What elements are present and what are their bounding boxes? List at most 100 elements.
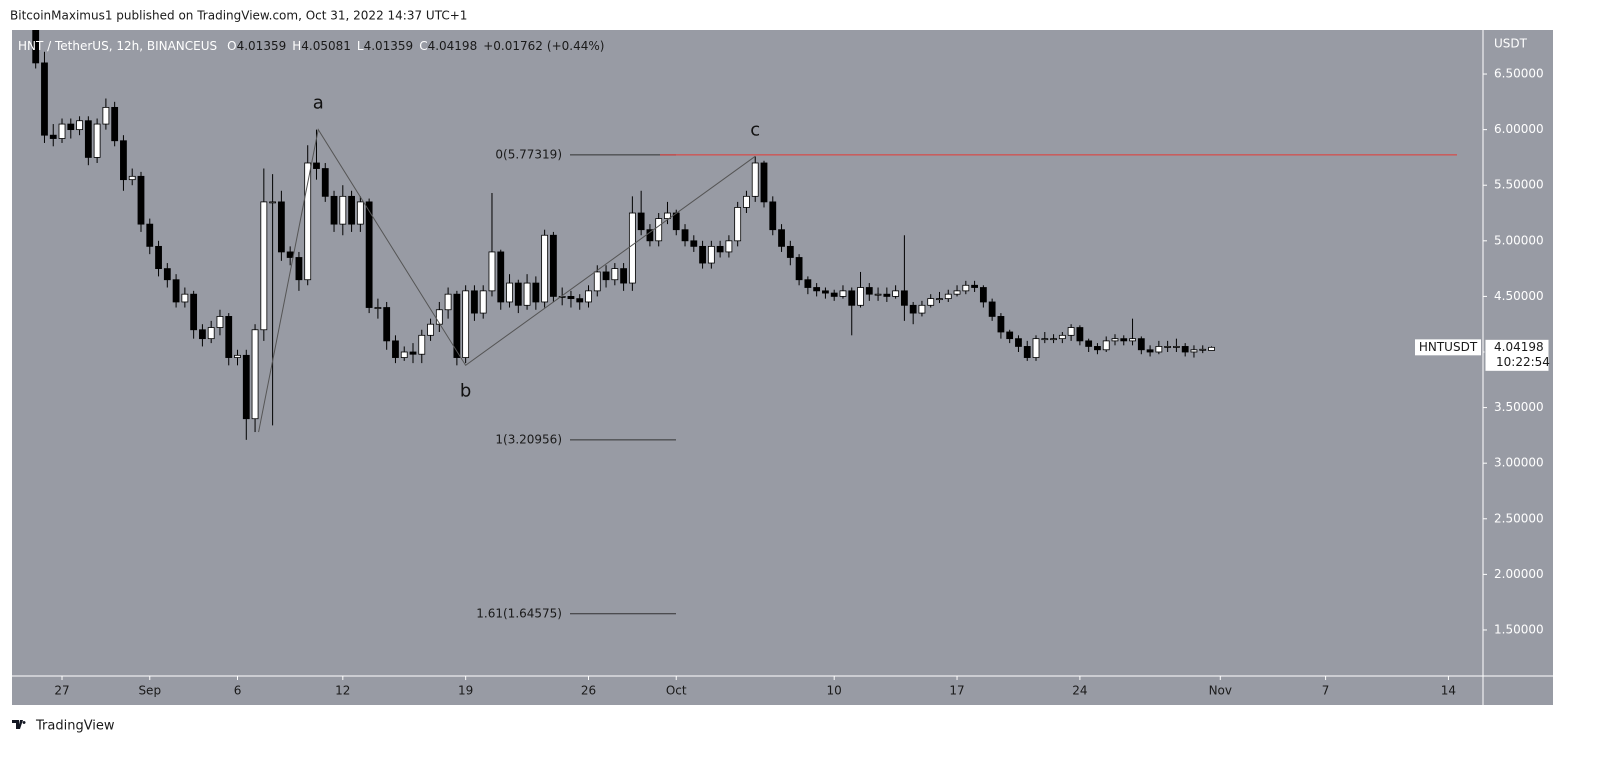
candle-body xyxy=(716,245,724,253)
candle-body xyxy=(1041,338,1049,341)
candle-body xyxy=(67,123,75,131)
candle-body xyxy=(979,287,987,303)
candle-body xyxy=(1023,346,1031,358)
candle-body xyxy=(743,195,750,208)
candle-body xyxy=(892,290,900,297)
candle-body xyxy=(365,201,373,308)
wave-label: c xyxy=(750,119,760,140)
candle-body xyxy=(506,282,513,303)
candle-body xyxy=(128,175,136,181)
candle-body xyxy=(479,290,487,314)
candle-body xyxy=(778,229,785,247)
countdown: 10:22:54 xyxy=(1496,355,1550,369)
candle-body xyxy=(172,279,180,303)
candle-body xyxy=(1190,349,1198,353)
candle-body xyxy=(400,351,408,358)
candle-body xyxy=(207,327,215,340)
candle-body xyxy=(646,229,654,242)
candle-body xyxy=(971,284,978,288)
candle-body xyxy=(1050,338,1057,341)
candle-body xyxy=(471,290,478,314)
candle-body xyxy=(295,257,303,281)
candle-body xyxy=(120,140,127,181)
candle-body xyxy=(453,293,461,358)
candle-body xyxy=(795,257,803,281)
x-tick-label: 6 xyxy=(234,684,242,698)
candle-body xyxy=(251,329,259,420)
candle-body xyxy=(769,201,777,231)
candle-body xyxy=(137,175,145,225)
candle-body xyxy=(348,195,355,225)
fib-level-label: 0(5.77319) xyxy=(495,147,562,161)
candle-body xyxy=(1199,348,1207,351)
candle-body xyxy=(41,62,48,136)
candle-body xyxy=(857,287,864,306)
candle-body xyxy=(637,212,645,231)
candle-body xyxy=(988,301,996,317)
candle-body xyxy=(32,30,40,64)
x-tick-label: Sep xyxy=(138,684,161,698)
candle-body xyxy=(918,304,926,314)
candle-body xyxy=(269,201,277,204)
candle-body xyxy=(602,271,610,281)
y-tick-label: 3.50000 xyxy=(1494,400,1544,414)
candle-body xyxy=(339,195,347,225)
candle-body xyxy=(58,123,66,139)
y-tick-label: 5.50000 xyxy=(1494,178,1544,192)
candle-body xyxy=(304,162,312,281)
x-tick-label: 14 xyxy=(1441,684,1456,698)
candle-body xyxy=(462,290,470,358)
legend-ohlc-value: 4.04198 xyxy=(428,39,478,53)
candle-body xyxy=(1006,331,1014,340)
y-tick-label: 6.50000 xyxy=(1494,67,1544,81)
legend-ohlc-value: 4.01359 xyxy=(237,39,287,53)
candle-body xyxy=(1094,346,1101,351)
candle-body xyxy=(672,212,680,231)
legend-ohlc-label: L xyxy=(357,39,364,53)
x-tick-label: 12 xyxy=(335,684,350,698)
candle-body xyxy=(84,120,92,158)
candle-body xyxy=(321,168,329,197)
y-tick-label: 2.00000 xyxy=(1494,567,1544,581)
candle-body xyxy=(1120,338,1128,342)
symbol-tag-box xyxy=(1415,339,1481,356)
x-tick-label: Oct xyxy=(666,684,687,698)
overlay: 1.500002.000002.500003.000003.500004.000… xyxy=(18,39,1550,698)
x-tick-label: 26 xyxy=(581,684,596,698)
candle-body xyxy=(277,201,285,253)
candle-body xyxy=(628,212,636,284)
candle-body xyxy=(953,290,961,295)
candle-body xyxy=(1181,346,1189,353)
x-tick-label: 10 xyxy=(827,684,842,698)
wave-label: a xyxy=(313,93,324,114)
candle-body xyxy=(418,334,426,355)
candle-body xyxy=(865,287,873,295)
candle-body xyxy=(558,296,566,298)
candle-body xyxy=(541,234,549,303)
candle-body xyxy=(900,290,908,306)
candle-body xyxy=(392,340,399,358)
candle-body xyxy=(514,282,522,306)
legend-ohlc-label: O xyxy=(227,39,236,53)
candle-body xyxy=(1173,346,1180,348)
brand: TradingView xyxy=(12,719,115,734)
candle-body xyxy=(927,298,935,306)
y-tick-label: 4.50000 xyxy=(1494,289,1544,303)
candle-body xyxy=(242,354,250,420)
candle-body xyxy=(1129,338,1136,342)
wave-line xyxy=(258,128,756,433)
candle-body xyxy=(1137,338,1145,351)
legend-title: HNT / TetherUS, 12h, BINANCEUS xyxy=(18,39,217,53)
candle-body xyxy=(804,279,812,288)
candle-body xyxy=(146,223,154,247)
legend-change-pct: (+0.44%) xyxy=(547,39,605,53)
candle-body xyxy=(444,293,452,311)
brand-name: TradingView xyxy=(35,719,115,734)
candle-body xyxy=(111,106,119,142)
candle-body xyxy=(435,309,443,325)
wave-label: b xyxy=(460,380,471,401)
candle-body xyxy=(1067,327,1075,336)
candle-body xyxy=(620,268,628,284)
candle-body xyxy=(664,212,671,219)
